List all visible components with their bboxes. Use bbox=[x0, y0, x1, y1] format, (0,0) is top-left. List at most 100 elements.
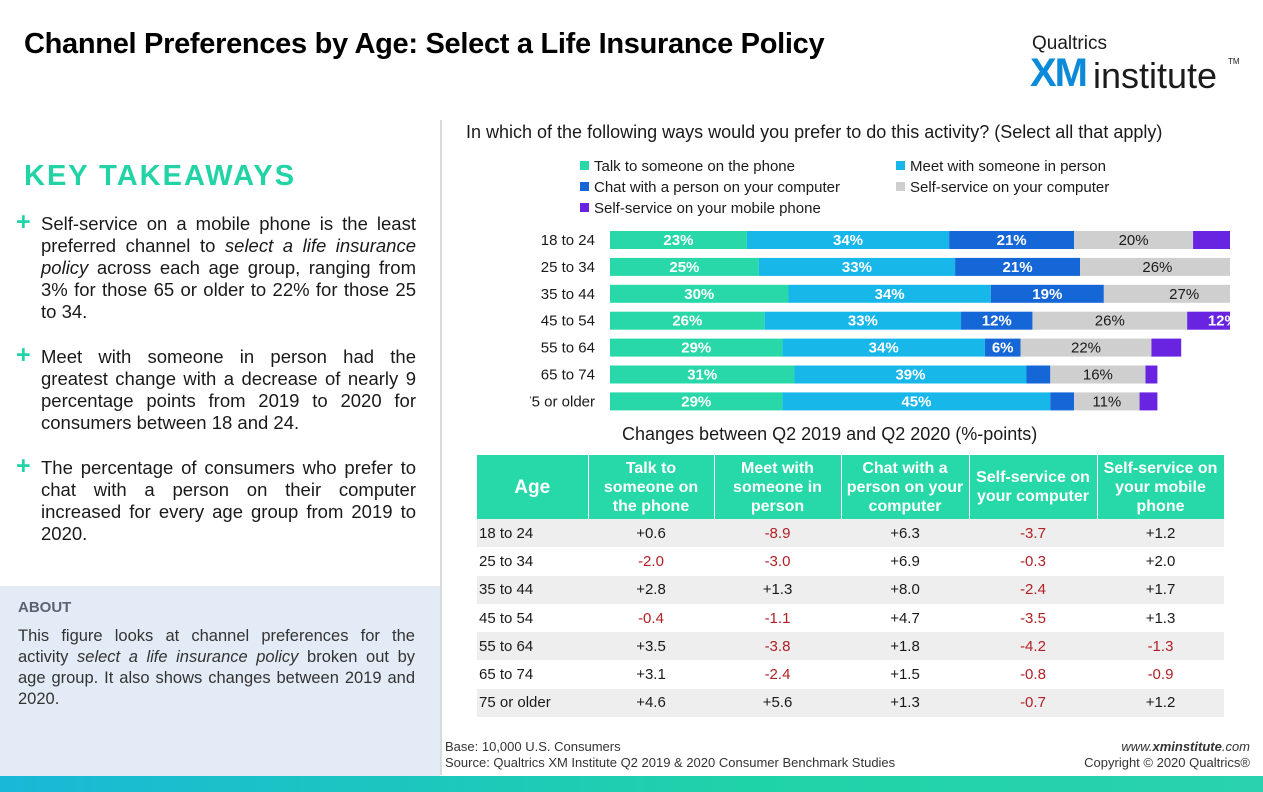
table-cell: +1.2 bbox=[1097, 519, 1224, 548]
data-label: 16% bbox=[1083, 367, 1113, 384]
table-row-age: 35 to 44 bbox=[477, 575, 588, 604]
bar-segment bbox=[794, 365, 1027, 384]
stacked-bar-chart: 18 to 24 23% 34% 21% 20% 19% 25 to 34 25% 33% 21%… bbox=[530, 231, 1230, 411]
table-cell: +4.6 bbox=[588, 688, 714, 718]
footer-copyright: Copyright © 2020 Qualtrics® bbox=[1084, 755, 1250, 770]
table-cell: -0.8 bbox=[969, 660, 1097, 689]
table-row: 55 to 64 +3.5 -3.8 +1.8 -4.2 -1.3 bbox=[477, 632, 1224, 661]
category-label: 25 to 34 bbox=[541, 259, 595, 276]
table-cell: +2.8 bbox=[588, 575, 714, 604]
bar-segment bbox=[1151, 338, 1182, 357]
bar-segment bbox=[610, 231, 747, 249]
bar-segment bbox=[1080, 257, 1230, 276]
table-cell: +2.0 bbox=[1097, 547, 1224, 576]
chart-question: In which of the following ways would you… bbox=[466, 122, 1163, 142]
table-cell: -2.4 bbox=[969, 575, 1097, 604]
category-label: 55 to 64 bbox=[541, 340, 595, 357]
col-header-talk-phone: Talk to someone on the phone bbox=[588, 455, 715, 519]
table-row: 65 to 74 +3.1 -2.4 +1.5 -0.8 -0.9 bbox=[477, 660, 1224, 689]
table-row-age: 65 to 74 bbox=[477, 660, 588, 689]
about-text: This figure looks at channel preferences… bbox=[18, 627, 415, 708]
footer-site-link[interactable]: www.xminstitute.com bbox=[1121, 739, 1250, 754]
footer-base: Base: 10,000 U.S. Consumers bbox=[445, 739, 621, 754]
footer-gradient-bar bbox=[0, 776, 1263, 792]
legend-item-meet-person: Meet with someone in person bbox=[896, 158, 1106, 175]
table-cell: -0.4 bbox=[588, 603, 714, 633]
data-label: 39% bbox=[895, 367, 925, 384]
bar-segment bbox=[758, 257, 956, 276]
bar-segment bbox=[1050, 365, 1146, 384]
changes-table: Age Talk to someone on the phone Meet wi… bbox=[477, 455, 1225, 718]
bar-segment bbox=[610, 338, 783, 357]
table-cell: -3.5 bbox=[969, 603, 1097, 633]
table-cell: -0.3 bbox=[969, 547, 1097, 576]
table-cell: -3.0 bbox=[714, 547, 841, 576]
changes-table-title: Changes between Q2 2019 and Q2 2020 (%-p… bbox=[622, 424, 1038, 444]
legend-swatch bbox=[580, 203, 589, 212]
takeaway-item: + Meet with someone in person had the gr… bbox=[16, 341, 416, 434]
table-cell: -2.0 bbox=[588, 547, 714, 576]
category-label: 65 to 74 bbox=[541, 367, 595, 384]
table-cell: -4.2 bbox=[969, 632, 1097, 661]
bar-segment bbox=[949, 231, 1075, 249]
table-row: 18 to 24 +0.6 -8.9 +6.3 -3.7 +1.2 bbox=[477, 519, 1224, 548]
table-cell: -0.9 bbox=[1097, 660, 1224, 689]
logo-institute: institute bbox=[1093, 55, 1218, 96]
table-cell: -3.8 bbox=[714, 632, 841, 661]
data-label: 30% bbox=[684, 286, 714, 303]
logo-brand: Qualtrics bbox=[1032, 33, 1107, 54]
table-row: 45 to 54 -0.4 -1.1 +4.7 -3.5 +1.3 bbox=[477, 603, 1224, 633]
bar-segment bbox=[1032, 311, 1188, 330]
data-label: 33% bbox=[848, 313, 878, 330]
table-cell: +8.0 bbox=[841, 575, 969, 604]
bar-segment bbox=[1139, 392, 1158, 411]
bar-segment bbox=[1050, 392, 1075, 411]
table-row-age: 25 to 34 bbox=[477, 547, 588, 576]
bar-segment bbox=[1145, 365, 1158, 384]
col-header-age: Age bbox=[477, 455, 589, 519]
table-cell: +1.3 bbox=[1097, 603, 1224, 633]
bar-segment bbox=[610, 257, 759, 276]
logo-trademark: TM bbox=[1228, 57, 1240, 66]
legend-swatch bbox=[580, 161, 589, 170]
table-cell: -1.1 bbox=[714, 603, 841, 633]
key-takeaways-heading: KEY TAKEAWAYS bbox=[24, 160, 297, 192]
table-cell: +1.3 bbox=[714, 575, 841, 604]
table-row: 25 to 34 -2.0 -3.0 +6.9 -0.3 +2.0 bbox=[477, 547, 1224, 576]
bar-segment bbox=[984, 338, 1021, 357]
logo-xm: XM bbox=[1030, 51, 1088, 95]
bar-segment bbox=[1074, 392, 1140, 411]
data-label: 45% bbox=[901, 393, 931, 410]
legend-item-chat-computer: Chat with a person on your computer bbox=[580, 179, 840, 196]
legend-item-talk-phone: Talk to someone on the phone bbox=[580, 158, 795, 175]
bar-segment bbox=[610, 284, 789, 303]
data-label: 26% bbox=[1142, 259, 1172, 276]
bar-segment bbox=[1074, 231, 1194, 249]
takeaway-text: Meet with someone in person had the grea… bbox=[41, 346, 416, 433]
data-label: 21% bbox=[997, 232, 1027, 249]
data-label: 34% bbox=[869, 340, 899, 357]
table-row-age: 75 or older bbox=[477, 688, 588, 718]
col-header-self-service-mobile: Self-service on your mobile phone bbox=[1097, 455, 1225, 519]
bar-segment bbox=[990, 284, 1104, 303]
data-label: 29% bbox=[681, 393, 711, 410]
table-cell: +3.1 bbox=[588, 660, 714, 689]
bar-segment bbox=[1026, 365, 1051, 384]
chart-legend: Talk to someone on the phone Meet with s… bbox=[580, 158, 1180, 222]
bar-segment bbox=[610, 392, 783, 411]
bar-segment bbox=[961, 311, 1033, 330]
data-label: 34% bbox=[833, 232, 863, 249]
data-label: 31% bbox=[687, 367, 717, 384]
plus-icon: + bbox=[16, 208, 31, 236]
bar-segment bbox=[788, 284, 991, 303]
category-label: 75 or older bbox=[530, 393, 595, 410]
table-row: 35 to 44 +2.8 +1.3 +8.0 -2.4 +1.7 bbox=[477, 575, 1224, 604]
col-header-chat-computer: Chat with a person on your computer bbox=[841, 455, 970, 519]
table-cell: +6.9 bbox=[841, 547, 969, 576]
plus-icon: + bbox=[16, 452, 31, 480]
table-cell: -1.3 bbox=[1097, 632, 1224, 661]
plus-icon: + bbox=[16, 341, 31, 369]
table-cell: +5.6 bbox=[714, 688, 841, 718]
table-cell: -2.4 bbox=[714, 660, 841, 689]
bar-segment bbox=[1020, 338, 1152, 357]
